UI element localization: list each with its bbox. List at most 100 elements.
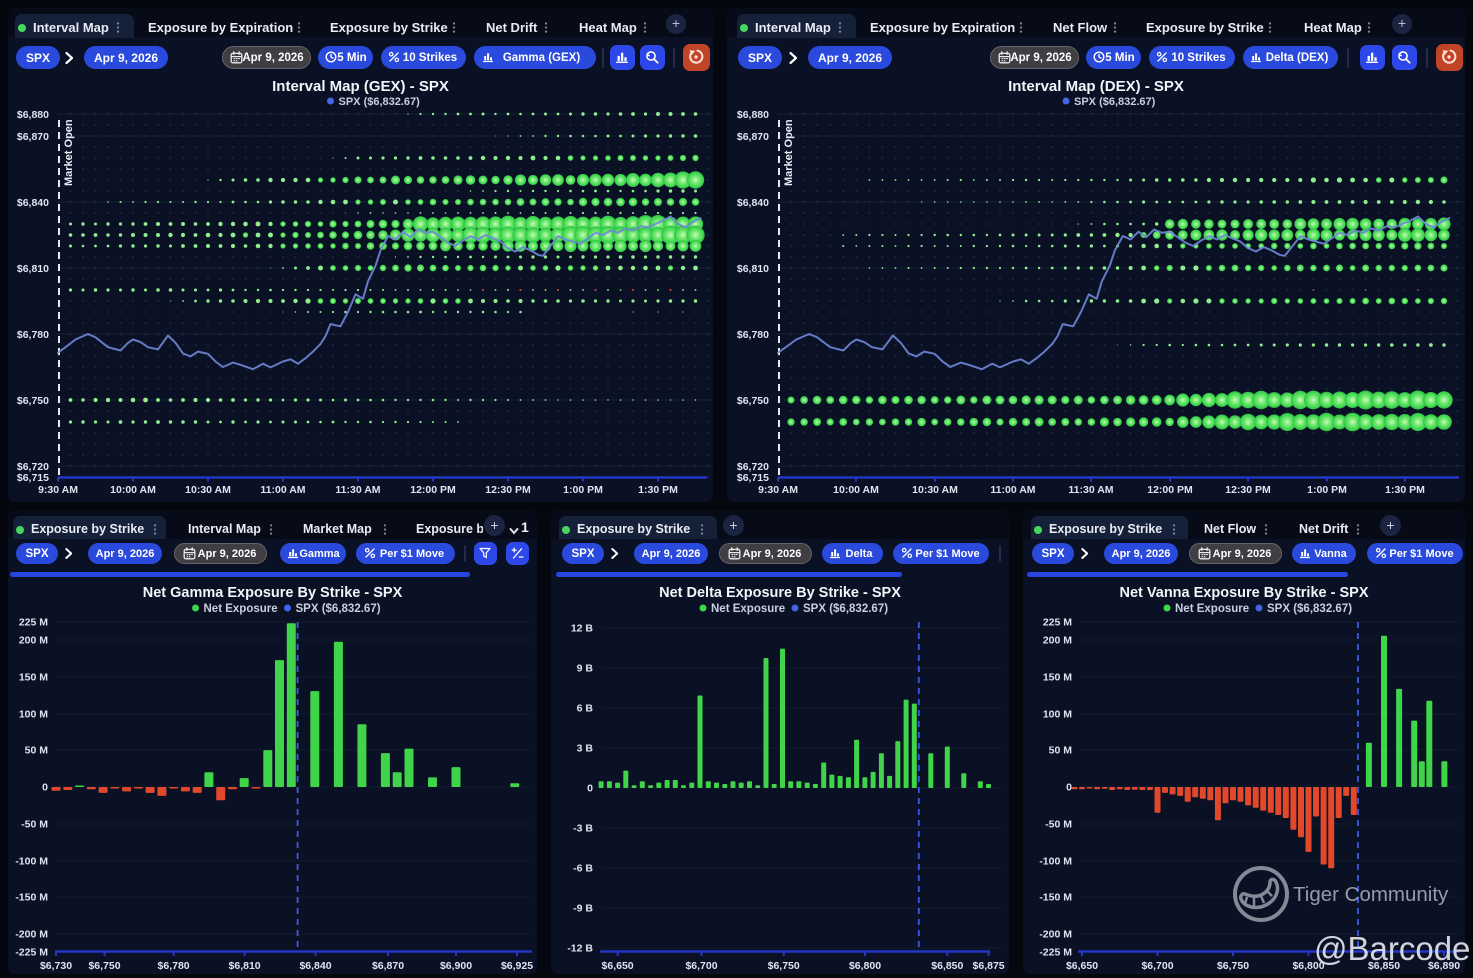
svg-text:3 B: 3 B (577, 743, 594, 755)
svg-text:$6,750: $6,750 (17, 395, 49, 407)
svg-text:$6,750: $6,750 (737, 395, 769, 407)
svg-text:Interval Map (GEX) - SPX: Interval Map (GEX) - SPX (272, 78, 449, 95)
svg-text:$6,840: $6,840 (17, 197, 49, 209)
svg-text:Net Exposure: Net Exposure (711, 603, 785, 615)
svg-text:12 B: 12 B (571, 623, 594, 635)
svg-text:$6,730: $6,730 (40, 960, 72, 972)
svg-text:11:00 AM: 11:00 AM (260, 484, 305, 496)
svg-text:Market Open: Market Open (63, 119, 75, 186)
svg-text:$6,720: $6,720 (737, 461, 769, 473)
svg-text:Net Exposure: Net Exposure (204, 603, 278, 615)
svg-text:SPX ($6,832.67): SPX ($6,832.67) (803, 603, 888, 615)
svg-text:-200 M: -200 M (1039, 929, 1072, 941)
svg-text:$6,890: $6,890 (1428, 960, 1460, 972)
svg-text:$6,650: $6,650 (602, 960, 634, 972)
svg-text:9:30 AM: 9:30 AM (758, 484, 798, 496)
svg-text:225 M: 225 M (1043, 617, 1072, 629)
svg-text:$6,750: $6,750 (1217, 960, 1249, 972)
svg-text:-225 M: -225 M (15, 947, 48, 959)
svg-text:$6,780: $6,780 (737, 329, 769, 341)
svg-text:$6,875: $6,875 (973, 960, 1005, 972)
svg-text:$6,810: $6,810 (17, 263, 49, 275)
svg-text:-100 M: -100 M (15, 856, 48, 868)
svg-text:150 M: 150 M (1043, 672, 1072, 684)
svg-text:-6 B: -6 B (573, 863, 593, 875)
svg-text:$6,870: $6,870 (737, 131, 769, 143)
svg-text:$6,840: $6,840 (299, 960, 331, 972)
svg-text:$6,810: $6,810 (737, 263, 769, 275)
svg-text:SPX ($6,832.67): SPX ($6,832.67) (339, 96, 421, 108)
svg-text:-200 M: -200 M (15, 929, 48, 941)
svg-text:$6,880: $6,880 (737, 109, 769, 121)
svg-text:$6,715: $6,715 (17, 472, 49, 484)
svg-text:-225 M: -225 M (1039, 947, 1072, 959)
svg-text:-150 M: -150 M (15, 892, 48, 904)
svg-text:$6,780: $6,780 (17, 329, 49, 341)
svg-text:10:30 AM: 10:30 AM (912, 484, 958, 496)
svg-text:$6,715: $6,715 (737, 472, 769, 484)
svg-text:-50 M: -50 M (21, 819, 48, 831)
svg-text:-50 M: -50 M (1045, 819, 1072, 831)
svg-text:@Barcode: @Barcode (1314, 930, 1470, 967)
svg-text:-9 B: -9 B (573, 903, 593, 915)
svg-text:11:30 AM: 11:30 AM (1068, 484, 1113, 496)
svg-text:SPX ($6,832.67): SPX ($6,832.67) (296, 603, 381, 615)
svg-text:$6,700: $6,700 (685, 960, 717, 972)
svg-text:Net Delta Exposure By Strike -: Net Delta Exposure By Strike - SPX (659, 585, 901, 601)
svg-text:100 M: 100 M (19, 709, 48, 721)
svg-text:12:30 PM: 12:30 PM (1225, 484, 1271, 496)
svg-text:$6,780: $6,780 (158, 960, 190, 972)
svg-text:1:00 PM: 1:00 PM (1307, 484, 1347, 496)
svg-text:$6,650: $6,650 (1066, 960, 1098, 972)
svg-text:Net Gamma Exposure By Strike -: Net Gamma Exposure By Strike - SPX (143, 585, 403, 601)
svg-text:10:30 AM: 10:30 AM (185, 484, 231, 496)
svg-text:150 M: 150 M (19, 672, 48, 684)
svg-text:1:30 PM: 1:30 PM (638, 484, 678, 496)
svg-text:100 M: 100 M (1043, 709, 1072, 721)
svg-text:-3 B: -3 B (573, 823, 593, 835)
svg-text:1:30 PM: 1:30 PM (1385, 484, 1425, 496)
svg-text:$6,850: $6,850 (1368, 960, 1400, 972)
svg-text:$6,720: $6,720 (17, 461, 49, 473)
svg-text:10:00 AM: 10:00 AM (110, 484, 156, 496)
svg-text:Net Exposure: Net Exposure (1175, 603, 1249, 615)
svg-text:0: 0 (587, 783, 593, 795)
svg-text:50 M: 50 M (1049, 745, 1073, 757)
svg-text:$6,850: $6,850 (931, 960, 963, 972)
svg-text:$6,800: $6,800 (849, 960, 881, 972)
svg-text:$6,925: $6,925 (501, 960, 533, 972)
svg-text:9 B: 9 B (577, 663, 594, 675)
svg-text:$6,880: $6,880 (17, 109, 49, 121)
svg-text:Tiger Community: Tiger Community (1293, 883, 1449, 906)
svg-text:11:00 AM: 11:00 AM (990, 484, 1035, 496)
svg-text:1:00 PM: 1:00 PM (563, 484, 603, 496)
svg-text:SPX ($6,832.67): SPX ($6,832.67) (1267, 603, 1352, 615)
svg-text:$6,750: $6,750 (768, 960, 800, 972)
svg-text:200 M: 200 M (1043, 635, 1072, 647)
svg-text:50 M: 50 M (25, 745, 49, 757)
svg-text:0: 0 (42, 782, 48, 794)
svg-text:$6,750: $6,750 (88, 960, 120, 972)
svg-text:0: 0 (1066, 782, 1072, 794)
svg-text:9:30 AM: 9:30 AM (38, 484, 78, 496)
svg-text:-100 M: -100 M (1039, 856, 1072, 868)
svg-text:225 M: 225 M (19, 617, 48, 629)
svg-text:$6,870: $6,870 (372, 960, 404, 972)
svg-text:10:00 AM: 10:00 AM (833, 484, 879, 496)
svg-text:Interval Map (DEX) - SPX: Interval Map (DEX) - SPX (1008, 78, 1184, 95)
svg-text:Net Vanna Exposure By Strike -: Net Vanna Exposure By Strike - SPX (1119, 585, 1368, 601)
svg-text:Market Open: Market Open (783, 119, 795, 186)
svg-text:$6,900: $6,900 (440, 960, 472, 972)
svg-text:12:00 PM: 12:00 PM (1147, 484, 1193, 496)
svg-text:200 M: 200 M (19, 635, 48, 647)
svg-text:6 B: 6 B (577, 703, 594, 715)
svg-text:$6,700: $6,700 (1141, 960, 1173, 972)
svg-text:$6,810: $6,810 (229, 960, 261, 972)
svg-text:12:30 PM: 12:30 PM (485, 484, 531, 496)
svg-text:-12 B: -12 B (567, 943, 593, 955)
svg-text:$6,840: $6,840 (737, 197, 769, 209)
svg-text:$6,870: $6,870 (17, 131, 49, 143)
svg-text:-150 M: -150 M (1039, 892, 1072, 904)
svg-text:11:30 AM: 11:30 AM (335, 484, 380, 496)
svg-text:SPX ($6,832.67): SPX ($6,832.67) (1074, 96, 1156, 108)
